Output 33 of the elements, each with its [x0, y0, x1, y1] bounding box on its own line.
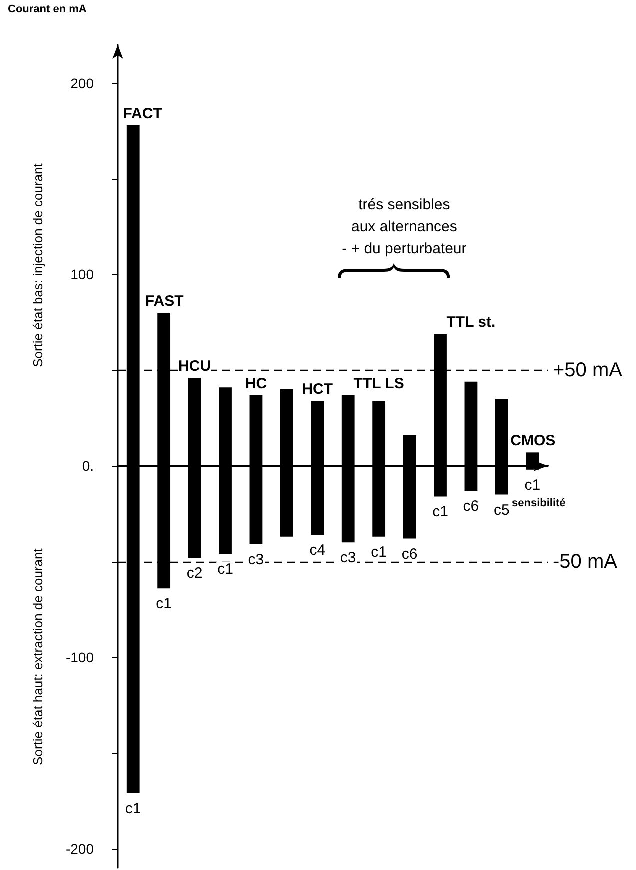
series-label: HCU	[178, 358, 212, 376]
x-tick-label: c3	[340, 550, 356, 567]
x-tick-label: c1	[432, 504, 448, 521]
text: Sortie état bas: injection de courant	[30, 163, 46, 368]
ref-line-label: -50 mA	[553, 550, 618, 573]
series-label: TTL LS	[354, 375, 404, 392]
x-tick-label: c1	[125, 800, 142, 818]
ref-line-label: +50 mA	[553, 359, 624, 382]
series-label: HC	[245, 375, 268, 392]
x-tick-label: c6	[463, 498, 480, 515]
y-axis-title: Courant en mA	[8, 4, 87, 16]
x-tick-label: c6	[402, 546, 418, 563]
x-tick-label: c4	[310, 542, 326, 559]
y-tick-label: -200	[66, 840, 94, 857]
x-tick-label: c1	[524, 476, 541, 494]
x-tick-label: c2	[186, 564, 203, 582]
x-axis-title: sensibilité	[512, 498, 566, 510]
series-label: HCT	[302, 380, 334, 398]
x-tick-label: c1	[218, 561, 234, 578]
y-tick-label: 0.	[82, 458, 94, 474]
y-tick-label: 100	[70, 266, 94, 283]
x-tick-label: c1	[371, 544, 387, 561]
series-label: FACT	[123, 105, 162, 122]
y-tick-label: 200	[70, 75, 94, 92]
x-tick-label: c3	[248, 552, 264, 569]
series-label: TTL st.	[446, 314, 496, 332]
annotation: trés sensibles aux alternances - + du perturbateur	[342, 196, 467, 258]
series-label: CMOS	[510, 432, 556, 450]
y-tick-label: -100	[66, 649, 94, 666]
text: Sortie état haut: extraction de courant	[30, 548, 46, 766]
x-tick-label: c5	[494, 502, 510, 519]
series-label: FAST	[145, 292, 184, 310]
x-tick-label: c1	[156, 596, 172, 613]
